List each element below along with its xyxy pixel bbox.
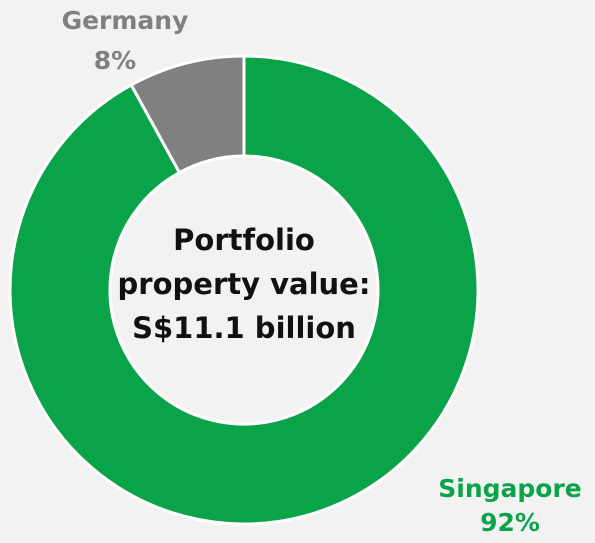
donut-segment	[8, 54, 480, 526]
center-text: S$11.1 billion	[132, 311, 356, 345]
center-text: Portfolio	[173, 223, 315, 257]
value-label: 92%	[480, 508, 540, 537]
category-label: Singapore	[438, 474, 582, 503]
center-text: property value:	[118, 267, 371, 301]
value-label: 8%	[94, 46, 136, 75]
category-label: Germany	[62, 6, 189, 35]
donut-segment	[129, 54, 246, 175]
